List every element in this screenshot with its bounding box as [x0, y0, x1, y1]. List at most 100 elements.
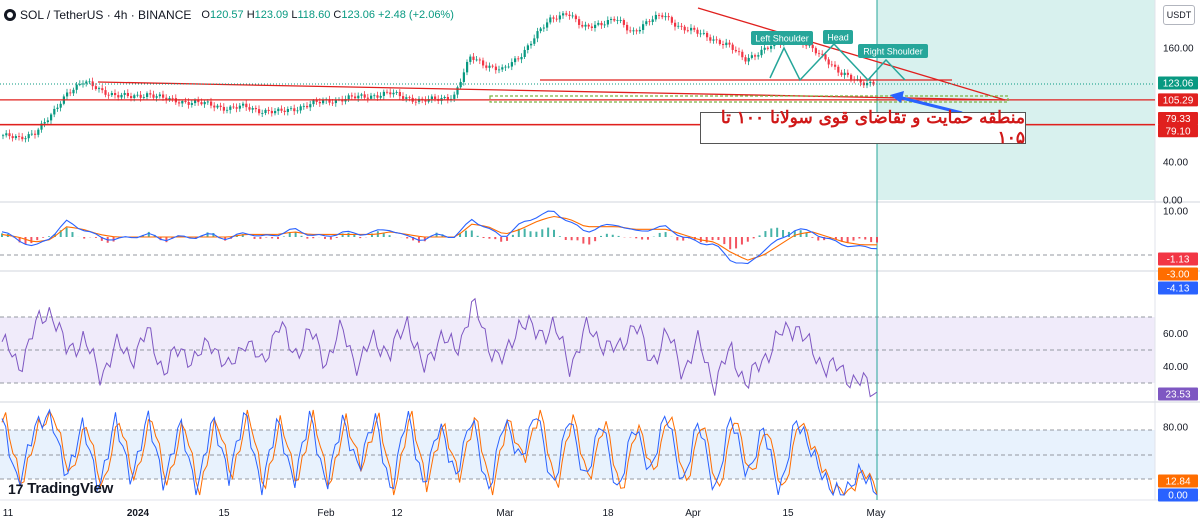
candle [5, 130, 8, 138]
candle [277, 106, 280, 115]
candle [283, 107, 286, 116]
candle [488, 62, 491, 72]
candle [469, 54, 472, 65]
svg-text:12.84: 12.84 [1165, 477, 1190, 488]
candle [248, 103, 251, 112]
candle [459, 78, 462, 89]
candle [389, 88, 392, 98]
stoch-d-line [1, 409, 878, 496]
candle [251, 105, 254, 114]
candle [107, 92, 110, 99]
svg-text:-1.13: -1.13 [1167, 255, 1190, 266]
symbol-header[interactable]: SOL / TetherUS · 4h · BINANCE O120.57 H1… [4, 6, 454, 24]
candle [859, 76, 862, 87]
candle [395, 90, 398, 96]
candle [82, 80, 85, 88]
candle [603, 20, 606, 29]
time-axis[interactable]: 11 2024 15 Feb 12 Mar 18 Apr 15 May [3, 508, 886, 519]
candle [501, 64, 504, 73]
candle [59, 101, 62, 112]
candle [766, 46, 769, 51]
stoch-pane[interactable] [1, 408, 878, 497]
candle [24, 135, 27, 143]
candle [306, 102, 309, 110]
candle [741, 49, 744, 61]
candle [862, 80, 865, 88]
candle [635, 28, 638, 35]
candle [690, 24, 693, 35]
rsi-tick-label: 40.00 [1163, 362, 1188, 373]
candle [670, 15, 673, 25]
candle [152, 90, 155, 100]
price-axis[interactable]: 200.00160.00120.0080.0040.000.00123.0610… [1158, 5, 1198, 502]
candle [728, 39, 731, 48]
support-zone[interactable] [489, 95, 1009, 103]
candle [846, 69, 849, 78]
candle [254, 105, 257, 113]
candle [146, 91, 149, 101]
candle [485, 61, 488, 71]
candle [136, 91, 139, 98]
candle [293, 104, 296, 115]
candle [328, 95, 331, 106]
trend-lines[interactable] [0, 7, 1155, 115]
candle [43, 118, 46, 128]
time-tick-label: Feb [317, 508, 335, 519]
candle [30, 130, 33, 136]
candle [168, 96, 171, 102]
candle [664, 12, 667, 21]
candle [475, 55, 478, 62]
candle [190, 100, 193, 108]
candle [510, 58, 513, 71]
candle [94, 83, 97, 91]
candle [498, 65, 501, 74]
candle [526, 43, 529, 54]
trendline-resistance[interactable] [697, 7, 1006, 101]
candle [354, 92, 357, 100]
time-tick-label: Apr [685, 508, 701, 519]
candle [299, 104, 302, 114]
pattern-labels[interactable]: Left Shoulder Head Right Shoulder [751, 30, 928, 58]
candle [606, 16, 609, 28]
candle [466, 59, 469, 76]
price-tag: 79.33 [1158, 112, 1198, 126]
candle [686, 26, 689, 33]
price-tick-label: 160.00 [1163, 43, 1194, 54]
candle [482, 57, 485, 69]
candle [555, 15, 558, 22]
tradingview-brand[interactable]: 17 TradingView [8, 480, 113, 497]
tradingview-logo-icon: 17 [8, 480, 24, 497]
candle [632, 27, 635, 35]
candle [747, 54, 750, 66]
candle [360, 92, 363, 99]
candle [40, 120, 43, 133]
candle [398, 89, 401, 100]
candle [114, 89, 117, 99]
candle [27, 131, 30, 142]
candle [715, 36, 718, 44]
candle [325, 97, 328, 105]
candle [8, 129, 11, 140]
candle [296, 106, 299, 114]
candle [72, 87, 75, 97]
macd-pane[interactable] [1, 210, 878, 265]
macd-value-tag: -1.13 [1158, 252, 1198, 266]
rsi-pane[interactable] [1, 297, 878, 398]
symbol-title[interactable]: SOL / TetherUS · 4h · BINANCE [20, 8, 192, 22]
candle [363, 91, 366, 101]
candle [840, 69, 843, 77]
annotation-note[interactable]: منطقه حمایت و تقاضای قوی سولانا ۱۰۰ تا ۱… [700, 108, 1026, 148]
candle [760, 46, 763, 58]
currency-button[interactable]: USDT [1163, 5, 1195, 25]
trendline-upper[interactable] [97, 81, 1006, 101]
candle [386, 89, 389, 95]
candle [213, 102, 216, 112]
candle [456, 85, 459, 99]
candle [379, 92, 382, 101]
candles [2, 10, 875, 143]
annotation-arrow-head [890, 91, 904, 103]
candle [517, 56, 520, 62]
svg-text:123.06: 123.06 [1163, 78, 1194, 89]
candle [514, 55, 517, 66]
